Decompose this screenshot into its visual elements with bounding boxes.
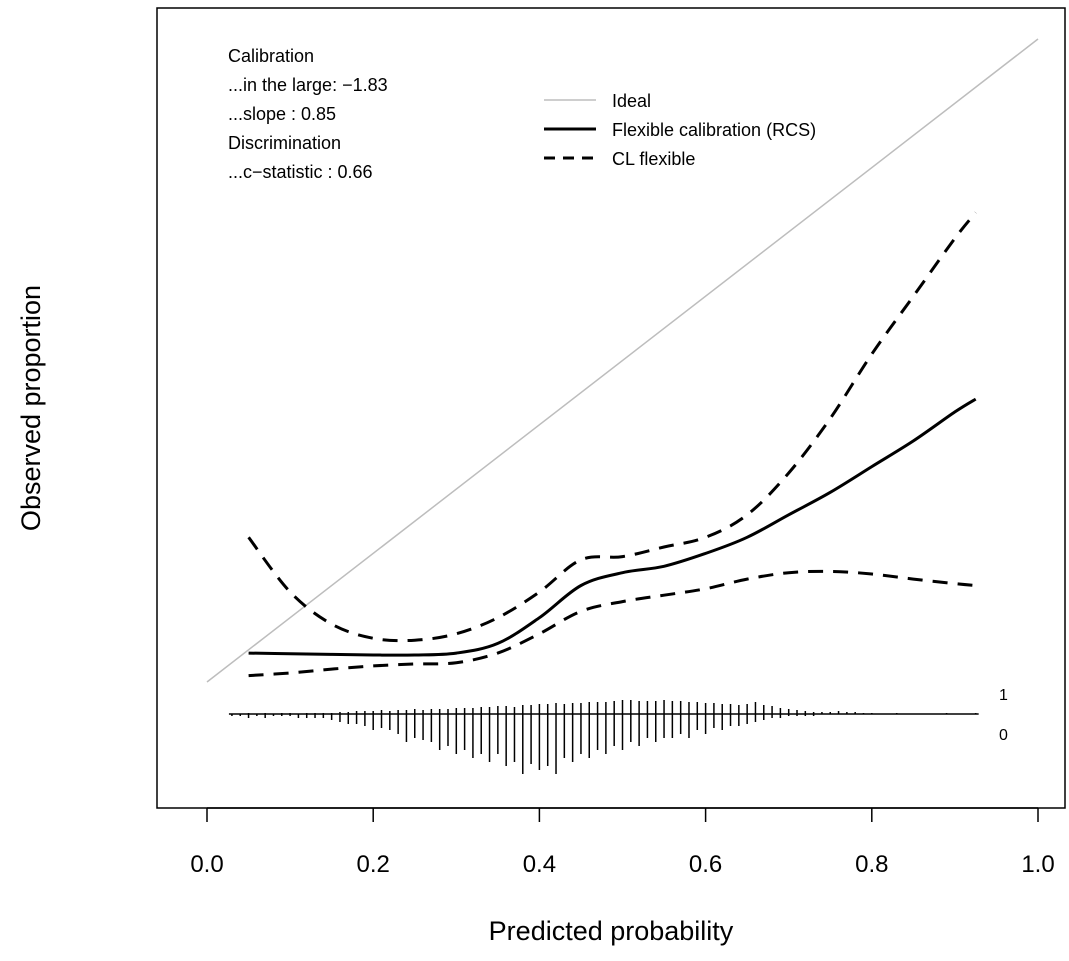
series-ideal-line — [206, 38, 1039, 683]
annotation-discrimination-heading: Discrimination — [228, 133, 341, 153]
legend-label-ideal: Ideal — [612, 91, 651, 111]
series-layer — [206, 38, 1039, 683]
x-tick-label: 0.4 — [523, 851, 556, 878]
rug-label-events: 1 — [999, 687, 1008, 704]
x-tick-label: 0.0 — [190, 851, 223, 878]
x-axis: 0.0 0.2 0.4 0.6 0.8 1.0 — [190, 807, 1055, 878]
plot-frame — [156, 7, 1066, 809]
rug-label-nonevents: 0 — [999, 727, 1008, 744]
series-cl-flexible-lower-line — [248, 569, 976, 678]
legend: Ideal Flexible calibration (RCS) CL flex… — [544, 91, 816, 169]
y-axis-label: Observed proportion — [16, 285, 46, 531]
annotation-c-statistic: ...c−statistic : 0.66 — [228, 162, 373, 182]
rug-layer — [228, 700, 979, 774]
legend-label-flexible-calibration: Flexible calibration (RCS) — [612, 120, 816, 140]
x-tick-label: 0.8 — [855, 851, 888, 878]
series-flexible-calibration-line — [248, 397, 977, 657]
series-cl-flexible-upper-line — [247, 211, 977, 643]
x-tick-label: 0.6 — [689, 851, 722, 878]
x-axis-label: Predicted probability — [489, 916, 734, 946]
x-tick-label: 1.0 — [1021, 851, 1054, 878]
annotation-calibration-in-the-large: ...in the large: −1.83 — [228, 75, 388, 95]
annotation-calibration-heading: Calibration — [228, 46, 314, 66]
annotation-calibration-slope: ...slope : 0.85 — [228, 104, 336, 124]
legend-label-cl-flexible: CL flexible — [612, 149, 695, 169]
annotation-block: Calibration ...in the large: −1.83 ...sl… — [228, 46, 388, 182]
x-tick-label: 0.2 — [357, 851, 390, 878]
